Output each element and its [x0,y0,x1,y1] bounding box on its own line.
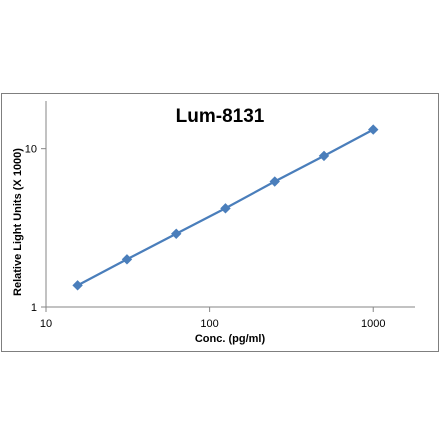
data-point-marker [220,203,231,214]
series-group [72,124,379,291]
y-tick-label: 1 [31,302,37,314]
x-tick-label: 1000 [361,318,385,330]
data-point-marker [121,254,133,265]
chart-title: Lum-8131 [176,106,265,127]
series-markers [72,124,379,291]
y-tick-label: 10 [25,144,37,156]
y-axis-label: Relative Light Units (X 1000) [12,148,24,296]
data-point-marker [368,124,379,135]
data-point-marker [171,228,182,239]
data-point-marker [269,176,280,187]
x-tick-label: 10 [40,318,52,330]
data-point-marker [318,150,330,162]
x-axis-label: Conc. (pg/ml) [195,333,266,345]
x-tick-label: 100 [200,318,218,330]
data-point-marker [72,280,83,291]
chart-border [1,93,439,352]
